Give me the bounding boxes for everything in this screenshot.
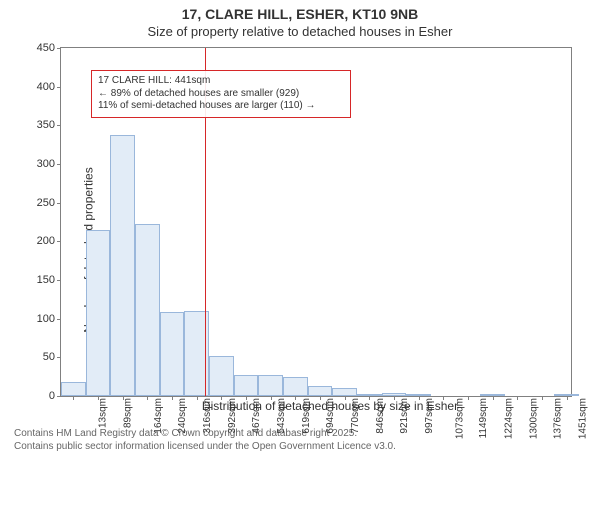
y-tick-mark — [57, 48, 61, 49]
x-tick-mark — [73, 396, 74, 400]
x-tick-mark — [197, 396, 198, 400]
x-tick-mark — [271, 396, 272, 400]
x-tick-label: 997sqm — [424, 398, 435, 434]
x-tick-label: 1376sqm — [553, 398, 564, 439]
histogram-bar — [61, 382, 86, 396]
x-tick-mark — [295, 396, 296, 400]
x-tick-label: 467sqm — [251, 398, 262, 434]
x-tick-label: 846sqm — [375, 398, 386, 434]
x-tick-label: 543sqm — [276, 398, 287, 434]
y-tick-label: 450 — [37, 42, 55, 54]
histogram-bar — [160, 312, 185, 396]
chart-title-address: 17, CLARE HILL, ESHER, KT10 9NB — [0, 6, 600, 22]
y-tick-mark — [57, 164, 61, 165]
x-tick-mark — [172, 396, 173, 400]
x-tick-label: 1300sqm — [528, 398, 539, 439]
x-tick-label: 164sqm — [153, 398, 164, 434]
annotation-line: 17 CLARE HILL: 441sqm — [98, 75, 344, 88]
x-tick-mark — [493, 396, 494, 400]
property-annotation-box: 17 CLARE HILL: 441sqm← 89% of detached h… — [91, 70, 351, 118]
histogram-bar — [209, 356, 234, 396]
x-tick-label: 13sqm — [98, 398, 109, 428]
y-tick-label: 50 — [43, 351, 55, 363]
x-tick-label: 1149sqm — [478, 398, 489, 438]
x-tick-mark — [320, 396, 321, 400]
histogram-bar — [332, 388, 357, 397]
x-tick-label: 1451sqm — [578, 398, 589, 439]
x-tick-mark — [246, 396, 247, 400]
histogram-plot-area: 05010015020025030035040045013sqm89sqm164… — [60, 47, 572, 397]
x-tick-mark — [345, 396, 346, 400]
x-tick-label: 921sqm — [399, 398, 410, 434]
y-tick-label: 100 — [37, 313, 55, 325]
y-tick-mark — [57, 87, 61, 88]
y-tick-label: 250 — [37, 197, 55, 209]
y-tick-mark — [57, 203, 61, 204]
histogram-bar — [110, 135, 135, 396]
y-tick-label: 0 — [49, 390, 55, 402]
histogram-bar — [308, 386, 333, 396]
chart-title-desc: Size of property relative to detached ho… — [0, 24, 600, 39]
y-tick-mark — [57, 396, 61, 397]
x-tick-label: 316sqm — [202, 398, 213, 434]
y-tick-label: 150 — [37, 274, 55, 286]
y-tick-mark — [57, 241, 61, 242]
x-tick-mark — [147, 396, 148, 400]
y-tick-label: 350 — [37, 119, 55, 131]
x-tick-label: 694sqm — [325, 398, 336, 434]
histogram-bar — [234, 375, 259, 396]
x-tick-label: 392sqm — [227, 398, 238, 434]
y-tick-label: 200 — [37, 235, 55, 247]
x-tick-mark — [517, 396, 518, 400]
x-tick-mark — [369, 396, 370, 400]
y-tick-mark — [57, 280, 61, 281]
x-tick-mark — [443, 396, 444, 400]
y-tick-label: 400 — [37, 81, 55, 93]
x-tick-mark — [394, 396, 395, 400]
x-tick-mark — [419, 396, 420, 400]
y-tick-mark — [57, 357, 61, 358]
histogram-bar — [86, 230, 111, 396]
x-tick-mark — [221, 396, 222, 400]
x-tick-mark — [123, 396, 124, 400]
x-tick-label: 240sqm — [177, 398, 188, 434]
y-tick-label: 300 — [37, 158, 55, 170]
histogram-bar — [135, 224, 160, 396]
license-line: Contains public sector information licen… — [14, 440, 600, 453]
x-tick-mark — [98, 396, 99, 400]
x-tick-mark — [542, 396, 543, 400]
annotation-line: 11% of semi-detached houses are larger (… — [98, 100, 344, 113]
y-tick-mark — [57, 125, 61, 126]
annotation-line: ← 89% of detached houses are smaller (92… — [98, 88, 344, 101]
x-tick-mark — [567, 396, 568, 400]
x-tick-label: 89sqm — [123, 398, 134, 428]
y-tick-mark — [57, 319, 61, 320]
x-tick-label: 619sqm — [301, 398, 312, 434]
x-tick-mark — [468, 396, 469, 400]
x-tick-label: 1073sqm — [454, 398, 465, 439]
histogram-bar — [258, 375, 283, 396]
histogram-bar — [283, 377, 308, 396]
x-tick-label: 1224sqm — [504, 398, 515, 439]
x-tick-label: 770sqm — [350, 398, 361, 434]
